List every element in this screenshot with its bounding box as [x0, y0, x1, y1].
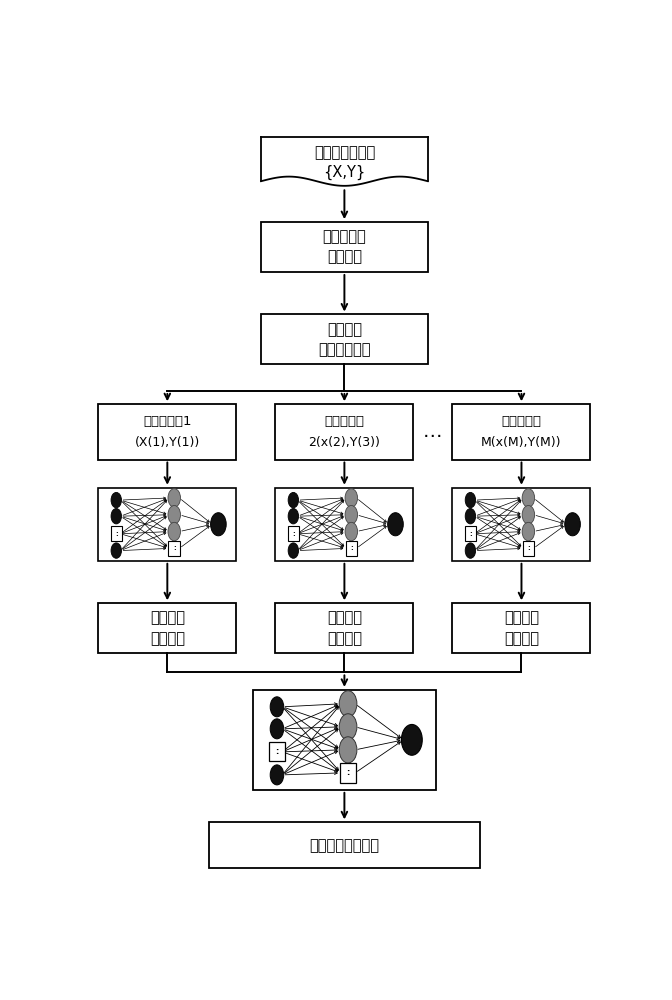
Bar [98, 404, 237, 460]
Text: :: : [276, 747, 279, 756]
Text: 压缩感知: 压缩感知 [327, 610, 362, 625]
Circle shape [465, 543, 476, 558]
Bar [261, 222, 427, 272]
Text: :: : [173, 545, 175, 551]
Circle shape [465, 492, 476, 508]
Bar [269, 742, 285, 761]
Bar [345, 541, 357, 556]
Text: :: : [350, 545, 353, 551]
Circle shape [210, 513, 226, 536]
Text: 特征重构: 特征重构 [150, 631, 185, 646]
Text: 训练样本集1: 训练样本集1 [143, 415, 192, 428]
Circle shape [339, 714, 357, 740]
Text: 特征重构: 特征重构 [504, 631, 539, 646]
Text: 训练样本集: 训练样本集 [325, 415, 364, 428]
Bar [98, 488, 237, 561]
Text: 压缩感知: 压缩感知 [504, 610, 539, 625]
Text: 选择样本: 选择样本 [327, 322, 362, 337]
Text: 数据预处理: 数据预处理 [323, 230, 366, 245]
Bar [340, 763, 356, 783]
Bar [169, 541, 180, 556]
Bar [288, 526, 299, 541]
Circle shape [522, 522, 535, 541]
Bar [523, 541, 534, 556]
Text: 均匀设计方法: 均匀设计方法 [318, 342, 371, 357]
Bar [452, 603, 591, 653]
Text: :: : [115, 531, 118, 537]
Bar [110, 526, 122, 541]
Circle shape [288, 492, 298, 508]
Text: M(x(M),Y(M)): M(x(M),Y(M)) [481, 436, 562, 449]
Text: 特征重构: 特征重构 [327, 631, 362, 646]
Text: {X,Y}: {X,Y} [323, 165, 366, 180]
Text: 压缩感知: 压缩感知 [150, 610, 185, 625]
Text: 原始训练样本集: 原始训练样本集 [314, 145, 375, 160]
Circle shape [564, 513, 581, 536]
Bar [276, 404, 413, 460]
Circle shape [270, 719, 284, 739]
Bar [261, 314, 427, 364]
Text: :: : [527, 545, 530, 551]
Bar [253, 690, 435, 790]
Circle shape [522, 506, 535, 524]
Text: :: : [346, 768, 349, 777]
Circle shape [345, 522, 358, 541]
Text: 小波去噪: 小波去噪 [327, 250, 362, 265]
Bar [276, 603, 413, 653]
Circle shape [339, 691, 357, 717]
Text: :: : [469, 531, 472, 537]
Circle shape [270, 765, 284, 785]
Text: 故障预测识别结果: 故障预测识别结果 [309, 838, 380, 853]
Bar [452, 488, 591, 561]
Circle shape [270, 697, 284, 717]
Circle shape [388, 513, 403, 536]
Circle shape [522, 489, 535, 507]
Circle shape [465, 509, 476, 524]
Circle shape [339, 737, 357, 763]
Circle shape [288, 543, 298, 558]
Circle shape [345, 506, 358, 524]
Bar [98, 603, 237, 653]
Bar [276, 488, 413, 561]
Circle shape [345, 489, 358, 507]
Circle shape [111, 543, 122, 558]
Bar [209, 822, 480, 868]
Circle shape [111, 492, 122, 508]
Circle shape [111, 509, 122, 524]
Circle shape [401, 724, 422, 755]
Circle shape [168, 489, 181, 507]
Text: …: … [423, 422, 443, 441]
Text: (X(1),Y(1)): (X(1),Y(1)) [134, 436, 200, 449]
Text: 训练样本集: 训练样本集 [501, 415, 542, 428]
Circle shape [168, 522, 181, 541]
Circle shape [168, 506, 181, 524]
Text: 2(x(2),Y(3)): 2(x(2),Y(3)) [308, 436, 380, 449]
Text: :: : [292, 531, 295, 537]
Bar [452, 404, 591, 460]
Bar [464, 526, 476, 541]
Circle shape [288, 509, 298, 524]
